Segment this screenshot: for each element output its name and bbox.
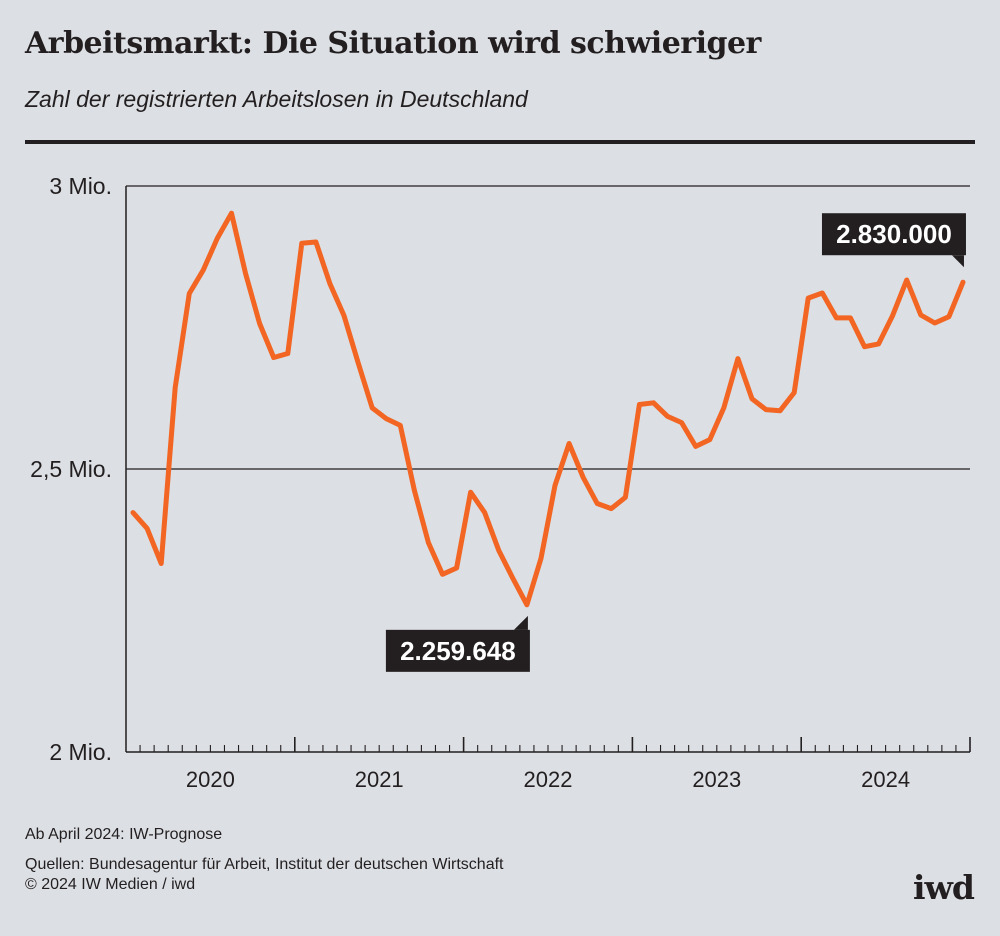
y-tick-label: 3 Mio. [49,173,112,199]
annotation-pointer [951,255,964,268]
title-divider [25,140,975,144]
footnote: Ab April 2024: IW-Prognose [25,826,223,843]
annotation-box [821,213,966,256]
annotation-label: 2.830.000 [836,219,952,249]
annotation-pointer [513,615,528,630]
chart-subtitle: Zahl der registrierten Arbeitslosen in D… [25,86,528,112]
x-tick-label: 2023 [692,767,741,792]
sources: Quellen: Bundesagentur für Arbeit, Insti… [25,856,504,873]
y-tick-label: 2 Mio. [49,739,112,765]
unemployment-line [130,210,966,608]
annotation-label: 2.259.648 [400,636,516,666]
copyright: © 2024 IW Medien / iwd [25,876,196,893]
x-tick-label: 2022 [524,767,573,792]
y-tick-label: 2,5 Mio. [30,456,112,482]
x-tick-label: 2024 [861,767,910,792]
iwd-logo: iwd [912,868,975,907]
x-tick-label: 2021 [355,767,404,792]
chart-title: Arbeitsmarkt: Die Situation wird schwier… [25,26,761,61]
annotation-box [385,629,530,672]
x-tick-label: 2020 [186,767,235,792]
